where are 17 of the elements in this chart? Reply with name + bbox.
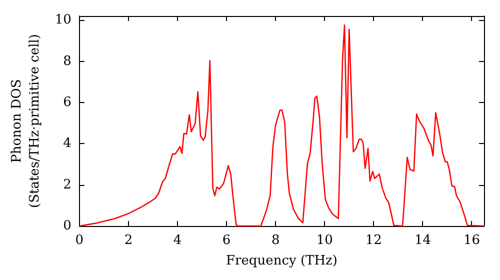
x-axis-title: Frequency (THz) <box>226 253 338 268</box>
x-tick-label: 4 <box>173 233 182 248</box>
y-tick-label: 0 <box>63 218 72 234</box>
x-tick-label: 6 <box>222 233 231 248</box>
y-tick-label: 8 <box>63 54 72 69</box>
x-tick-label: 0 <box>75 233 84 248</box>
x-tick-label: 8 <box>271 233 280 248</box>
y-tick-label: 4 <box>63 136 72 152</box>
y-axis-title: Phonon DOS (States/THz·primitive cell) <box>10 34 42 208</box>
y-tick-label: 2 <box>63 177 72 192</box>
x-tick-label: 10 <box>316 233 333 248</box>
x-tick-label: 14 <box>414 233 431 248</box>
y-tick-label: 6 <box>63 94 72 110</box>
y-tick-label: 10 <box>54 12 72 28</box>
x-tick-label: 2 <box>124 233 133 248</box>
x-tick-label: 12 <box>365 233 382 248</box>
x-tick-label: 16 <box>463 233 480 248</box>
